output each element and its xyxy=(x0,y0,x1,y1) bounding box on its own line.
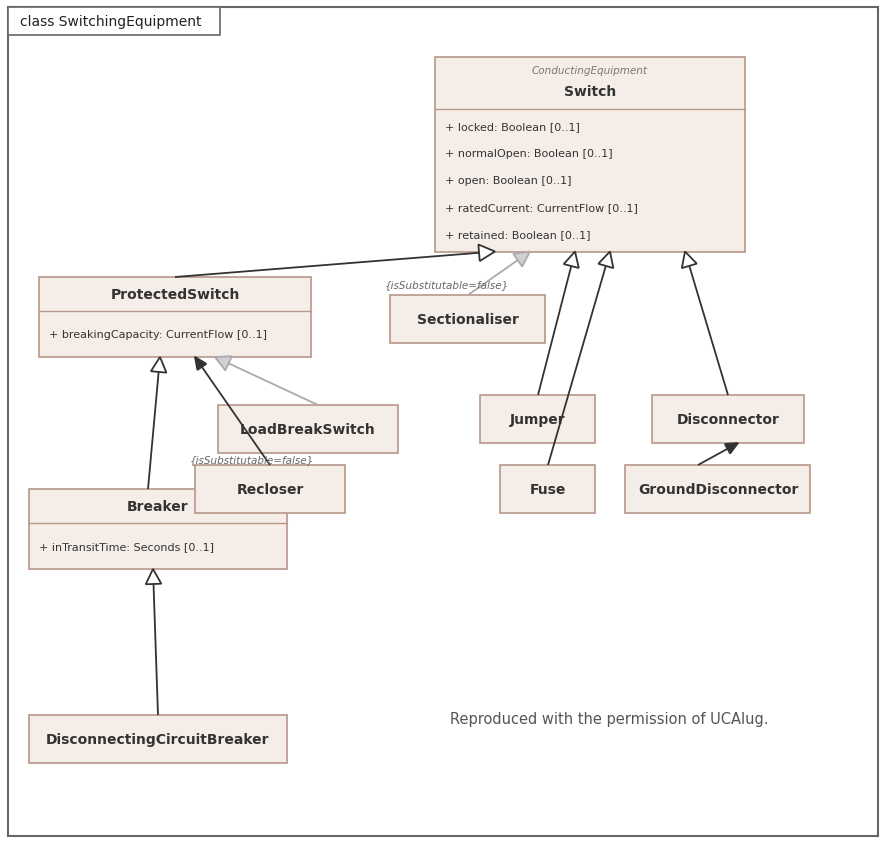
Text: + normalOpen: Boolean [0..1]: + normalOpen: Boolean [0..1] xyxy=(445,149,612,159)
Polygon shape xyxy=(682,252,696,268)
Polygon shape xyxy=(195,358,206,371)
FancyBboxPatch shape xyxy=(652,396,804,443)
Text: Recloser: Recloser xyxy=(237,483,304,496)
Text: Disconnector: Disconnector xyxy=(677,413,780,426)
Text: Breaker: Breaker xyxy=(128,500,189,513)
Text: DisconnectingCircuitBreaker: DisconnectingCircuitBreaker xyxy=(46,732,269,746)
Text: + locked: Boolean [0..1]: + locked: Boolean [0..1] xyxy=(445,122,579,132)
Text: Jumper: Jumper xyxy=(510,413,566,426)
FancyBboxPatch shape xyxy=(391,295,546,344)
Text: LoadBreakSwitch: LoadBreakSwitch xyxy=(240,423,376,436)
Polygon shape xyxy=(478,246,495,262)
Text: + breakingCapacity: CurrentFlow [0..1]: + breakingCapacity: CurrentFlow [0..1] xyxy=(49,330,267,339)
Text: + open: Boolean [0..1]: + open: Boolean [0..1] xyxy=(445,176,571,186)
Polygon shape xyxy=(513,252,530,268)
Text: Fuse: Fuse xyxy=(530,483,566,496)
Text: + retained: Boolean [0..1]: + retained: Boolean [0..1] xyxy=(445,230,590,240)
FancyBboxPatch shape xyxy=(480,396,595,443)
Polygon shape xyxy=(725,443,738,454)
Text: {isSubstitutable=false}: {isSubstitutable=false} xyxy=(385,279,509,289)
Text: + inTransitTime: Seconds [0..1]: + inTransitTime: Seconds [0..1] xyxy=(39,541,214,551)
Text: Sectionaliser: Sectionaliser xyxy=(417,312,519,327)
FancyBboxPatch shape xyxy=(218,405,398,453)
Text: Switch: Switch xyxy=(563,84,616,99)
Polygon shape xyxy=(215,357,232,371)
FancyBboxPatch shape xyxy=(501,465,595,513)
FancyBboxPatch shape xyxy=(195,465,345,513)
Text: GroundDisconnector: GroundDisconnector xyxy=(638,483,798,496)
FancyBboxPatch shape xyxy=(626,465,811,513)
FancyBboxPatch shape xyxy=(29,490,287,570)
Polygon shape xyxy=(151,358,167,373)
Bar xyxy=(8,8,220,36)
FancyBboxPatch shape xyxy=(435,57,745,252)
Text: Reproduced with the permission of UCAlug.: Reproduced with the permission of UCAlug… xyxy=(450,711,768,727)
FancyBboxPatch shape xyxy=(39,278,311,358)
Text: {isSubstitutable=false}: {isSubstitutable=false} xyxy=(190,454,315,464)
Text: class SwitchingEquipment: class SwitchingEquipment xyxy=(20,15,201,29)
Text: + ratedCurrent: CurrentFlow [0..1]: + ratedCurrent: CurrentFlow [0..1] xyxy=(445,203,638,213)
FancyBboxPatch shape xyxy=(29,715,287,763)
Text: ProtectedSwitch: ProtectedSwitch xyxy=(111,288,240,301)
Polygon shape xyxy=(563,252,579,268)
Text: ConductingEquipment: ConductingEquipment xyxy=(532,67,648,77)
Polygon shape xyxy=(598,252,613,268)
Polygon shape xyxy=(145,570,161,585)
